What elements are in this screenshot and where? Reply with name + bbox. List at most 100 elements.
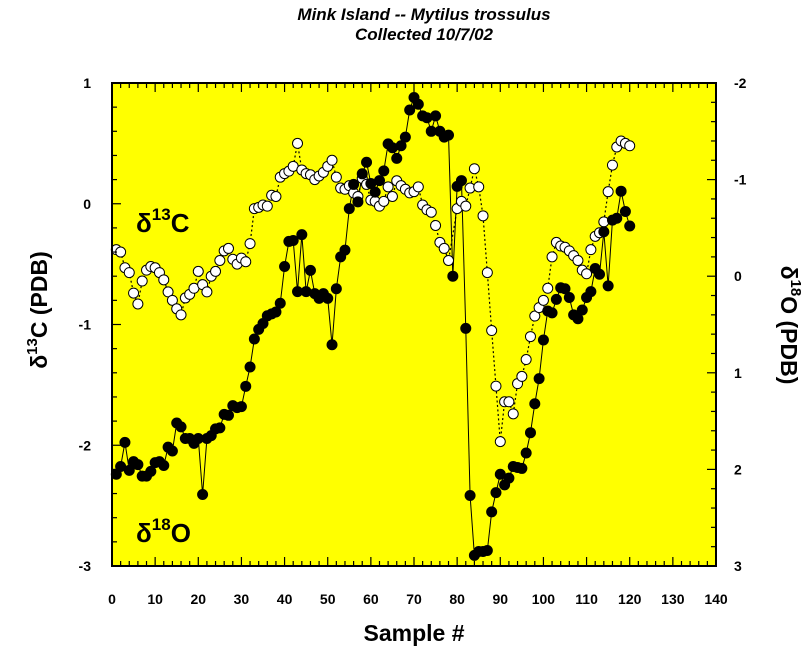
d13c-point	[624, 140, 636, 152]
x-tick-label: 40	[277, 591, 293, 607]
x-tick-label: 120	[618, 591, 642, 607]
left-y-label-symbol: δ	[26, 355, 52, 369]
right-y-tick-label: 0	[734, 268, 742, 284]
x-tick-label: 140	[704, 591, 728, 607]
d18o-point	[378, 165, 390, 177]
d18o-point	[158, 460, 170, 472]
d18o-point	[304, 264, 316, 276]
d18o-point	[447, 270, 459, 282]
left-y-tick-labels: 1 0 -1 -2 -3	[79, 75, 92, 574]
series-points	[110, 91, 636, 561]
d18o-point	[197, 489, 209, 501]
d13c-point	[412, 181, 424, 193]
d13c-point	[490, 380, 502, 392]
x-tick-label: 100	[532, 591, 556, 607]
d13c-point	[473, 181, 485, 193]
d18o-point	[166, 445, 178, 457]
d13c-point	[261, 200, 273, 212]
d18o-point	[240, 380, 252, 392]
right-y-label-sup: 18	[787, 280, 804, 297]
d18o-label-sup: 18	[152, 515, 171, 534]
d13c-point	[606, 159, 618, 171]
d18o-point	[322, 292, 334, 304]
d13c-point	[507, 408, 519, 420]
chart-subtitle: Collected 10/7/02	[355, 25, 494, 44]
d13c-point	[192, 265, 204, 277]
d18o-point	[537, 334, 549, 346]
d13c-point	[132, 298, 144, 310]
left-y-axis-label: δ13C (PDB)	[24, 251, 52, 369]
d13c-point	[382, 181, 394, 193]
series-label-d18o: δ18O	[136, 515, 191, 548]
d18o-point	[356, 168, 368, 180]
d18o-point	[279, 261, 291, 273]
d18o-point	[326, 339, 338, 351]
x-tick-label: 30	[234, 591, 250, 607]
d13c-point	[520, 354, 532, 366]
x-tick-label: 10	[147, 591, 163, 607]
d18o-point	[533, 373, 545, 385]
d18o-point	[576, 304, 588, 316]
right-y-axis-label: δ18O (PDB)	[776, 266, 804, 385]
d18o-point	[330, 283, 342, 295]
d18o-point	[222, 409, 234, 421]
d13c-point	[326, 154, 338, 166]
d18o-point	[369, 186, 381, 198]
d13c-point	[244, 238, 256, 250]
d18o-point	[563, 291, 575, 303]
d18o-point	[585, 286, 597, 298]
d13c-point	[585, 244, 597, 256]
d18o-point	[464, 489, 476, 501]
d18o-point	[339, 244, 351, 256]
right-y-tick-label: 2	[734, 461, 742, 477]
d18o-point	[615, 185, 627, 197]
d13c-point	[115, 246, 127, 258]
d13c-point	[378, 195, 390, 207]
d18o-point	[348, 178, 360, 190]
d18o-point	[490, 487, 502, 499]
d18o-point	[391, 152, 403, 164]
d18o-point	[520, 447, 532, 459]
d13c-point	[123, 267, 135, 279]
d18o-point	[460, 322, 472, 334]
d13c-point	[486, 325, 498, 337]
d13c-point	[529, 310, 541, 322]
x-tick-labels: 0 10 20 30 40 50 60 70 80 90 100 110 120 130 140	[108, 591, 728, 607]
d13c-point	[524, 331, 536, 343]
d18o-point	[235, 401, 247, 413]
d13c-point	[158, 274, 170, 286]
d18o-point	[486, 506, 498, 518]
d18o-point	[598, 226, 610, 238]
x-tick-label: 130	[661, 591, 685, 607]
d18o-point	[602, 280, 614, 292]
d18o-point	[404, 104, 416, 116]
axis-ticks	[111, 82, 717, 567]
d18o-point	[373, 175, 385, 187]
d13c-point	[468, 163, 480, 175]
d13c-point	[201, 286, 213, 298]
series-label-d13c: δ13C	[136, 205, 190, 238]
d13c-label-rest: C	[171, 208, 190, 238]
x-tick-label: 80	[449, 591, 465, 607]
d18o-point	[529, 398, 541, 410]
d18o-point	[412, 98, 424, 110]
d13c-point	[430, 219, 442, 231]
d18o-point	[244, 361, 256, 373]
d18o-point	[399, 131, 411, 143]
right-y-tick-label: 1	[734, 365, 742, 381]
x-tick-label: 70	[406, 591, 422, 607]
d18o-point	[443, 129, 455, 141]
d13c-point	[581, 268, 593, 280]
d13c-label-symbol: δ	[136, 208, 152, 238]
right-y-label-rest: O (PDB)	[776, 296, 802, 384]
d13c-point	[292, 137, 304, 149]
d18o-point	[430, 110, 442, 122]
d18o-point	[175, 421, 187, 433]
chart-title: Mink Island -- Mytilus trossulus	[297, 5, 550, 24]
d13c-point	[386, 191, 398, 203]
d13c-point	[481, 267, 493, 279]
d13c-point	[175, 309, 187, 321]
x-tick-label: 0	[108, 591, 116, 607]
left-y-tick-label: 0	[83, 196, 91, 212]
d18o-point	[619, 205, 631, 217]
